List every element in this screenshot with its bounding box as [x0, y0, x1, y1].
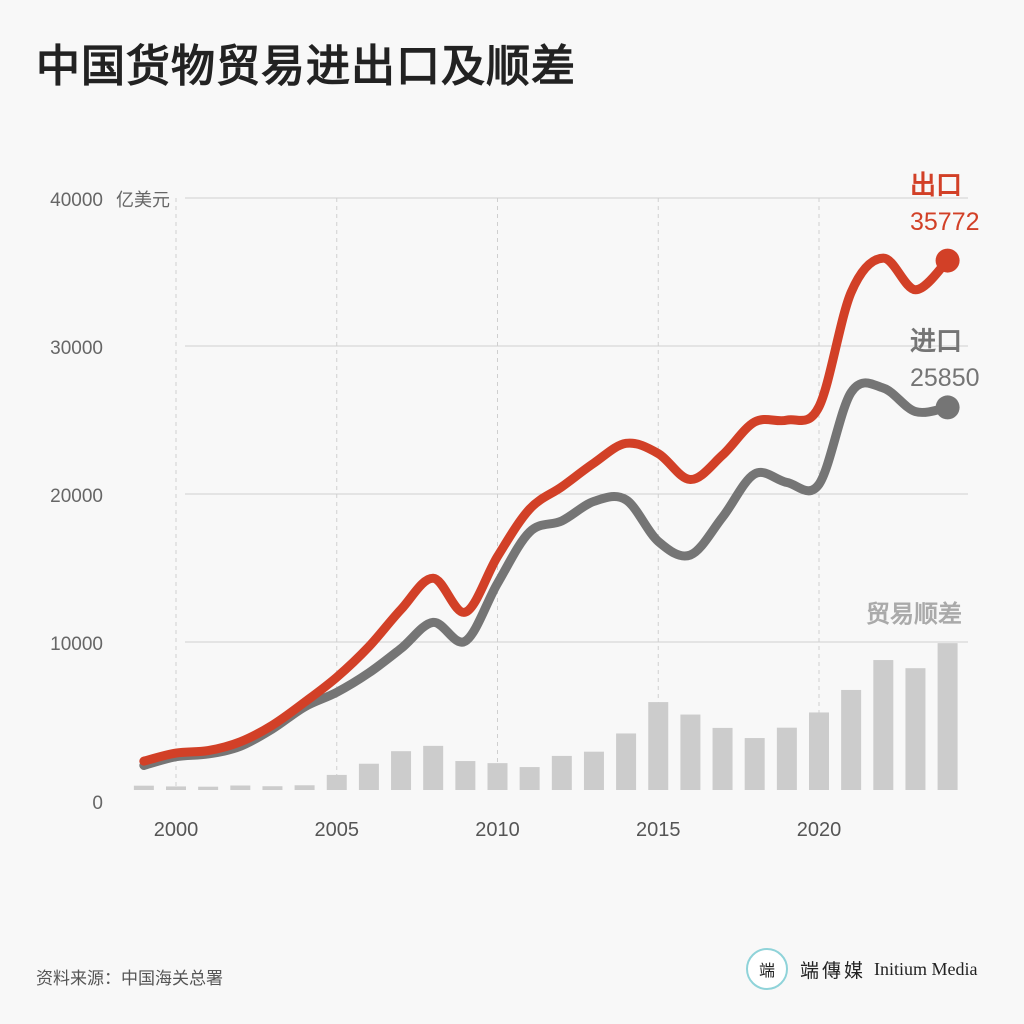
export-name-label: 出口	[910, 171, 962, 201]
export-end-dot	[935, 248, 960, 273]
grid	[175, 197, 968, 790]
surplus-bar-2018	[744, 738, 765, 790]
surplus-bar-2003	[262, 786, 283, 790]
source-note: 资料来源：中国海关总署	[36, 969, 223, 989]
surplus-bars	[133, 643, 958, 790]
x-tick-label: 2005	[315, 819, 360, 841]
x-tick-label: 2020	[797, 819, 842, 841]
export-line	[139, 253, 953, 766]
surplus-bar-2019	[776, 727, 797, 790]
surplus-bar-2007	[391, 751, 412, 790]
surplus-bar-2004	[294, 785, 315, 790]
y-unit-label: 亿美元	[116, 190, 170, 211]
y-tick-label: 40000	[50, 190, 103, 211]
trade-lines	[139, 248, 960, 770]
surplus-bar-2005	[326, 774, 347, 790]
logo-cn: 端傳媒	[800, 959, 867, 982]
publisher-logo: 端 端傳媒 Initium Media	[746, 948, 978, 990]
surplus-label: 贸易顺差	[866, 600, 962, 628]
x-tick-label: 2015	[636, 819, 681, 841]
y-tick-label: 0	[92, 793, 103, 814]
import-value-label: 25850	[910, 364, 980, 392]
surplus-bar-2014	[616, 733, 637, 790]
surplus-bar-2020	[809, 712, 829, 790]
import-line	[139, 378, 953, 770]
surplus-bar-2013	[583, 751, 604, 790]
y-tick-label: 10000	[50, 634, 103, 655]
surplus-bar-2012	[551, 755, 572, 790]
y-tick-label: 20000	[50, 486, 103, 507]
chart-labels: 0 10000 20000 30000 40000 亿美元 2000 2005 2010 2015…	[50, 171, 979, 841]
surplus-bar-2017	[712, 727, 733, 790]
surplus-bar-2015	[648, 702, 669, 790]
surplus-bar-2023	[905, 668, 926, 790]
surplus-bar-2002	[230, 785, 251, 790]
surplus-bar-2021	[841, 689, 862, 790]
surplus-bar-2010	[487, 763, 508, 790]
export-value-label: 35772	[910, 208, 980, 236]
surplus-bar-2000	[166, 786, 186, 790]
surplus-bar-2011	[519, 767, 540, 790]
surplus-bar-2016	[680, 714, 701, 790]
x-tick-label: 2010	[475, 819, 520, 841]
logo-en: Initium Media	[874, 958, 978, 979]
import-end-dot	[935, 395, 960, 420]
logo-icon: 端	[746, 948, 788, 990]
surplus-bar-2024	[937, 643, 958, 790]
surplus-bar-2008	[423, 745, 444, 790]
surplus-bar-2001	[198, 786, 219, 790]
y-tick-label: 30000	[50, 338, 103, 359]
surplus-bar-2009	[455, 761, 476, 790]
x-tick-label: 2000	[154, 819, 199, 841]
surplus-bar-2006	[358, 763, 379, 790]
import-name-label: 进口	[910, 327, 962, 357]
chart-title: 中国货物贸易进出口及顺差	[36, 41, 576, 92]
surplus-bar-1999	[133, 785, 154, 790]
surplus-bar-2022	[873, 660, 894, 790]
